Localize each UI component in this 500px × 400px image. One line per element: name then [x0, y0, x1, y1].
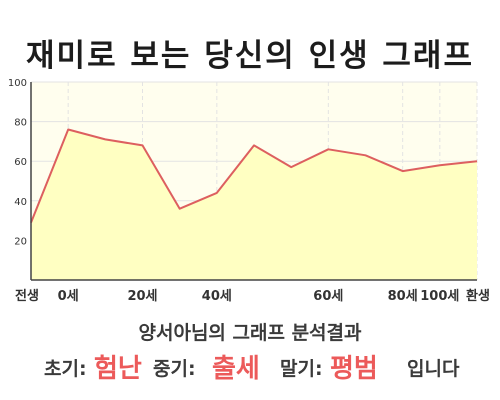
middle-value: 출세: [212, 354, 260, 384]
y-tick-label: 100: [8, 78, 27, 89]
x-tick-label: 전생: [15, 288, 39, 304]
x-tick-label: 환생: [466, 288, 490, 304]
early-value: 험난: [94, 354, 142, 384]
late-label: 말기:: [280, 358, 323, 380]
y-tick-label: 20: [14, 236, 27, 247]
x-tick-label: 80세: [388, 289, 418, 304]
x-tick-label: 100세: [420, 289, 459, 304]
y-tick-label: 60: [14, 157, 27, 168]
early-label: 초기:: [44, 358, 87, 380]
result-title: 양서아님의 그래프 분석결과: [138, 322, 362, 344]
late-value: 평범: [330, 354, 378, 384]
x-tick-label: 20세: [127, 289, 157, 304]
result-summary: 초기: 험난 중기: 출세 말기: 평범 입니다: [0, 344, 500, 384]
x-tick-labels: 전생 0세 20세 40세 60세 80세 100세 환생: [15, 288, 490, 304]
y-tick-label: 40: [14, 197, 27, 208]
chart-title: 재미로 보는 당신의 인생 그래프: [26, 38, 474, 74]
x-tick-label: 60세: [313, 289, 343, 304]
x-tick-label: 0세: [58, 289, 79, 304]
result-suffix: 입니다: [407, 358, 460, 380]
series-area: [31, 129, 477, 280]
series-line: [30, 128, 478, 223]
axes: [30, 82, 477, 281]
x-tick-label: 40세: [202, 289, 232, 304]
middle-label: 중기:: [153, 358, 196, 380]
y-tick-label: 80: [14, 118, 27, 129]
y-tick-labels: 20 40 60 80 100: [8, 78, 27, 247]
